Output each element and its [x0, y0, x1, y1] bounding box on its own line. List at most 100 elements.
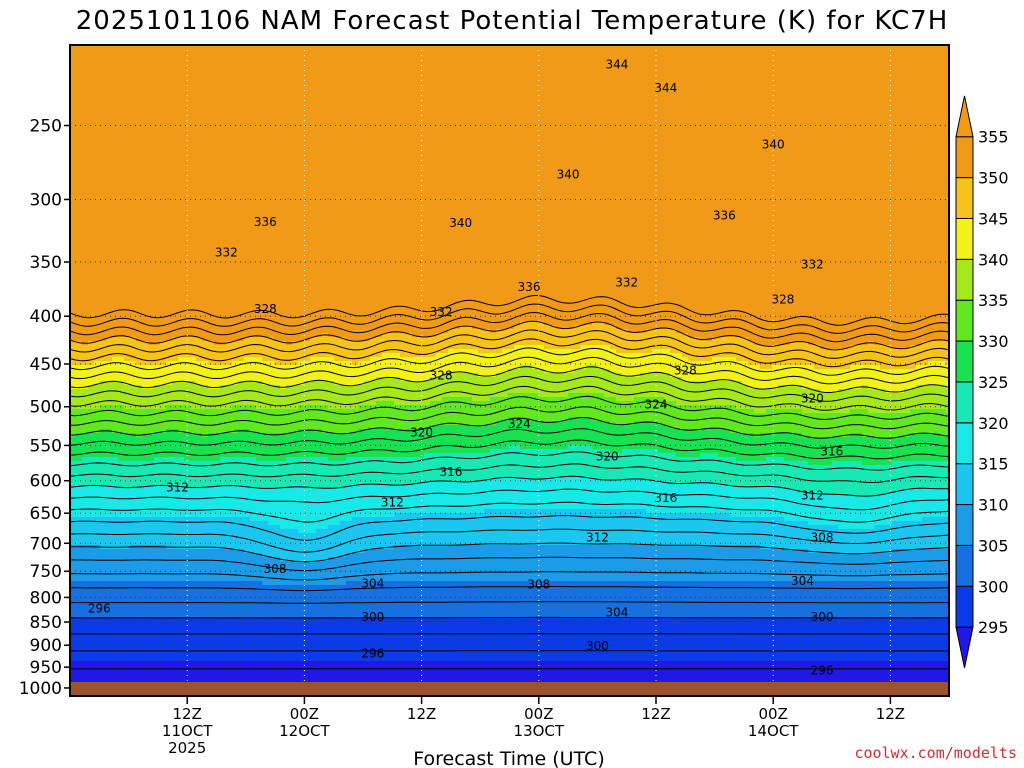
- colorbar-tick-label: 340: [978, 250, 1009, 269]
- x-tick-label: 00Z: [524, 705, 553, 723]
- x-tick-label: 12Z: [173, 705, 202, 723]
- contour-label: 316: [439, 465, 462, 479]
- colorbar-segment: [955, 585, 974, 628]
- colorbar-tick-label: 330: [978, 332, 1009, 351]
- contour-label: 312: [166, 480, 189, 494]
- contour-lines: [70, 295, 949, 670]
- contour-label: 300: [586, 639, 609, 653]
- colorbar-segment: [955, 504, 974, 546]
- contour-line-328: [70, 428, 949, 449]
- y-tick-label: 300: [30, 190, 62, 210]
- x-axis-label: Forecast Time (UTC): [413, 748, 604, 768]
- contour-line-306: [70, 571, 949, 581]
- x-tick-label: 12Z: [876, 705, 905, 723]
- contour-label: 344: [605, 57, 628, 71]
- contour-line-302: [70, 601, 949, 604]
- contour-line-308: [70, 556, 949, 572]
- contour-label: 312: [801, 488, 824, 502]
- contour-line-324: [70, 451, 949, 471]
- contour-line-332: [70, 406, 949, 430]
- contour-label: 328: [674, 363, 697, 377]
- colorbar-segment: [955, 463, 974, 506]
- contour-label: 308: [527, 578, 550, 592]
- contour-line-320: [70, 475, 949, 497]
- chart-title: 2025101106 NAM Forecast Potential Temper…: [76, 6, 949, 36]
- colorbar-low-arrow: [955, 626, 974, 669]
- contour-line-346: [70, 338, 949, 368]
- contour-line-340: [70, 366, 949, 394]
- contour-label: 332: [615, 275, 638, 289]
- y-tick-label: 600: [30, 472, 62, 492]
- contour-line-310: [70, 542, 949, 563]
- contour-label: 344: [654, 81, 677, 95]
- contour-label: 332: [215, 246, 238, 260]
- colorbar-segment: [955, 217, 974, 260]
- contour-line-334: [70, 395, 949, 420]
- y-tick-label: 850: [30, 613, 62, 633]
- colorbar-tick-label: 295: [978, 618, 1009, 637]
- y-tick-label: 700: [30, 534, 62, 554]
- x-tick-label: 11OCT: [162, 722, 213, 740]
- credit-text: coolwx.com/modelts: [854, 744, 1017, 762]
- contour-line-352: [70, 311, 949, 343]
- y-tick-label: 800: [30, 588, 62, 608]
- x-tick-label: 00Z: [759, 705, 788, 723]
- x-tick-label: 12Z: [641, 705, 670, 723]
- colorbar-tick-label: 355: [978, 128, 1009, 147]
- contour-line-326: [70, 439, 949, 460]
- plot-area: 344 344 340 340 340 336 336 336 332 332 332 332 328 3…: [70, 45, 949, 696]
- contour-line-300: [70, 616, 949, 619]
- contour-label: 340: [449, 216, 472, 230]
- contour-label: 328: [254, 302, 277, 316]
- contour-line-318: [70, 488, 949, 511]
- contour-label: 328: [430, 369, 453, 383]
- contour-line-322: [70, 463, 949, 484]
- colorbar-tick-label: 335: [978, 291, 1009, 310]
- y-tick-label: 500: [30, 398, 62, 418]
- contour-label: 316: [820, 444, 843, 458]
- contour-line-344: [70, 347, 949, 376]
- contour-line-316: [70, 501, 949, 523]
- contour-label: 328: [772, 293, 795, 307]
- contour-line-304: [70, 586, 949, 592]
- contour-label: 300: [361, 610, 384, 624]
- x-tick-label: 2025: [168, 739, 206, 757]
- contour-label: 296: [361, 646, 384, 660]
- contour-label: 320: [410, 426, 433, 440]
- contour-label: 336: [713, 208, 736, 222]
- contour-line-330: [70, 416, 949, 439]
- contour-label: 332: [430, 305, 453, 319]
- colorbar-tick-label: 315: [978, 455, 1009, 474]
- filled-contours: [70, 45, 949, 696]
- colorbar-high-arrow: [955, 95, 974, 138]
- y-tick-label: 650: [30, 504, 62, 524]
- contour-line-338: [70, 375, 949, 402]
- colorbar-tick-label: 300: [978, 577, 1009, 596]
- contour-line-350: [70, 320, 949, 351]
- y-tick-label: 950: [30, 658, 62, 678]
- colorbar-tick-label: 310: [978, 496, 1009, 515]
- contour-label: 296: [811, 664, 834, 678]
- contour-label: 300: [811, 610, 834, 624]
- contour-label: 312: [381, 495, 404, 509]
- x-tick-label: 13OCT: [514, 722, 565, 740]
- colorbar-tick-label: 350: [978, 169, 1009, 188]
- y-tick-label: 750: [30, 562, 62, 582]
- x-tick-label: 12Z: [407, 705, 436, 723]
- colorbar-tick-label: 345: [978, 209, 1009, 228]
- contour-line-342: [70, 356, 949, 385]
- colorbar-segment: [955, 258, 974, 301]
- contour-line-348: [70, 329, 949, 359]
- contour-label: 320: [596, 449, 619, 463]
- x-tick-label: 12OCT: [279, 722, 330, 740]
- colorbar-segment: [955, 422, 974, 465]
- contour-label: 324: [508, 417, 531, 431]
- colorbar-segment: [955, 136, 974, 179]
- colorbar: 295 300 305 310 315 320 325 330 335 340 345 350 355: [955, 95, 1009, 669]
- contour-line-314: [70, 514, 949, 541]
- contour-label: 332: [801, 257, 824, 271]
- colorbar-segment: [955, 340, 974, 383]
- contour-label: 304: [605, 605, 628, 619]
